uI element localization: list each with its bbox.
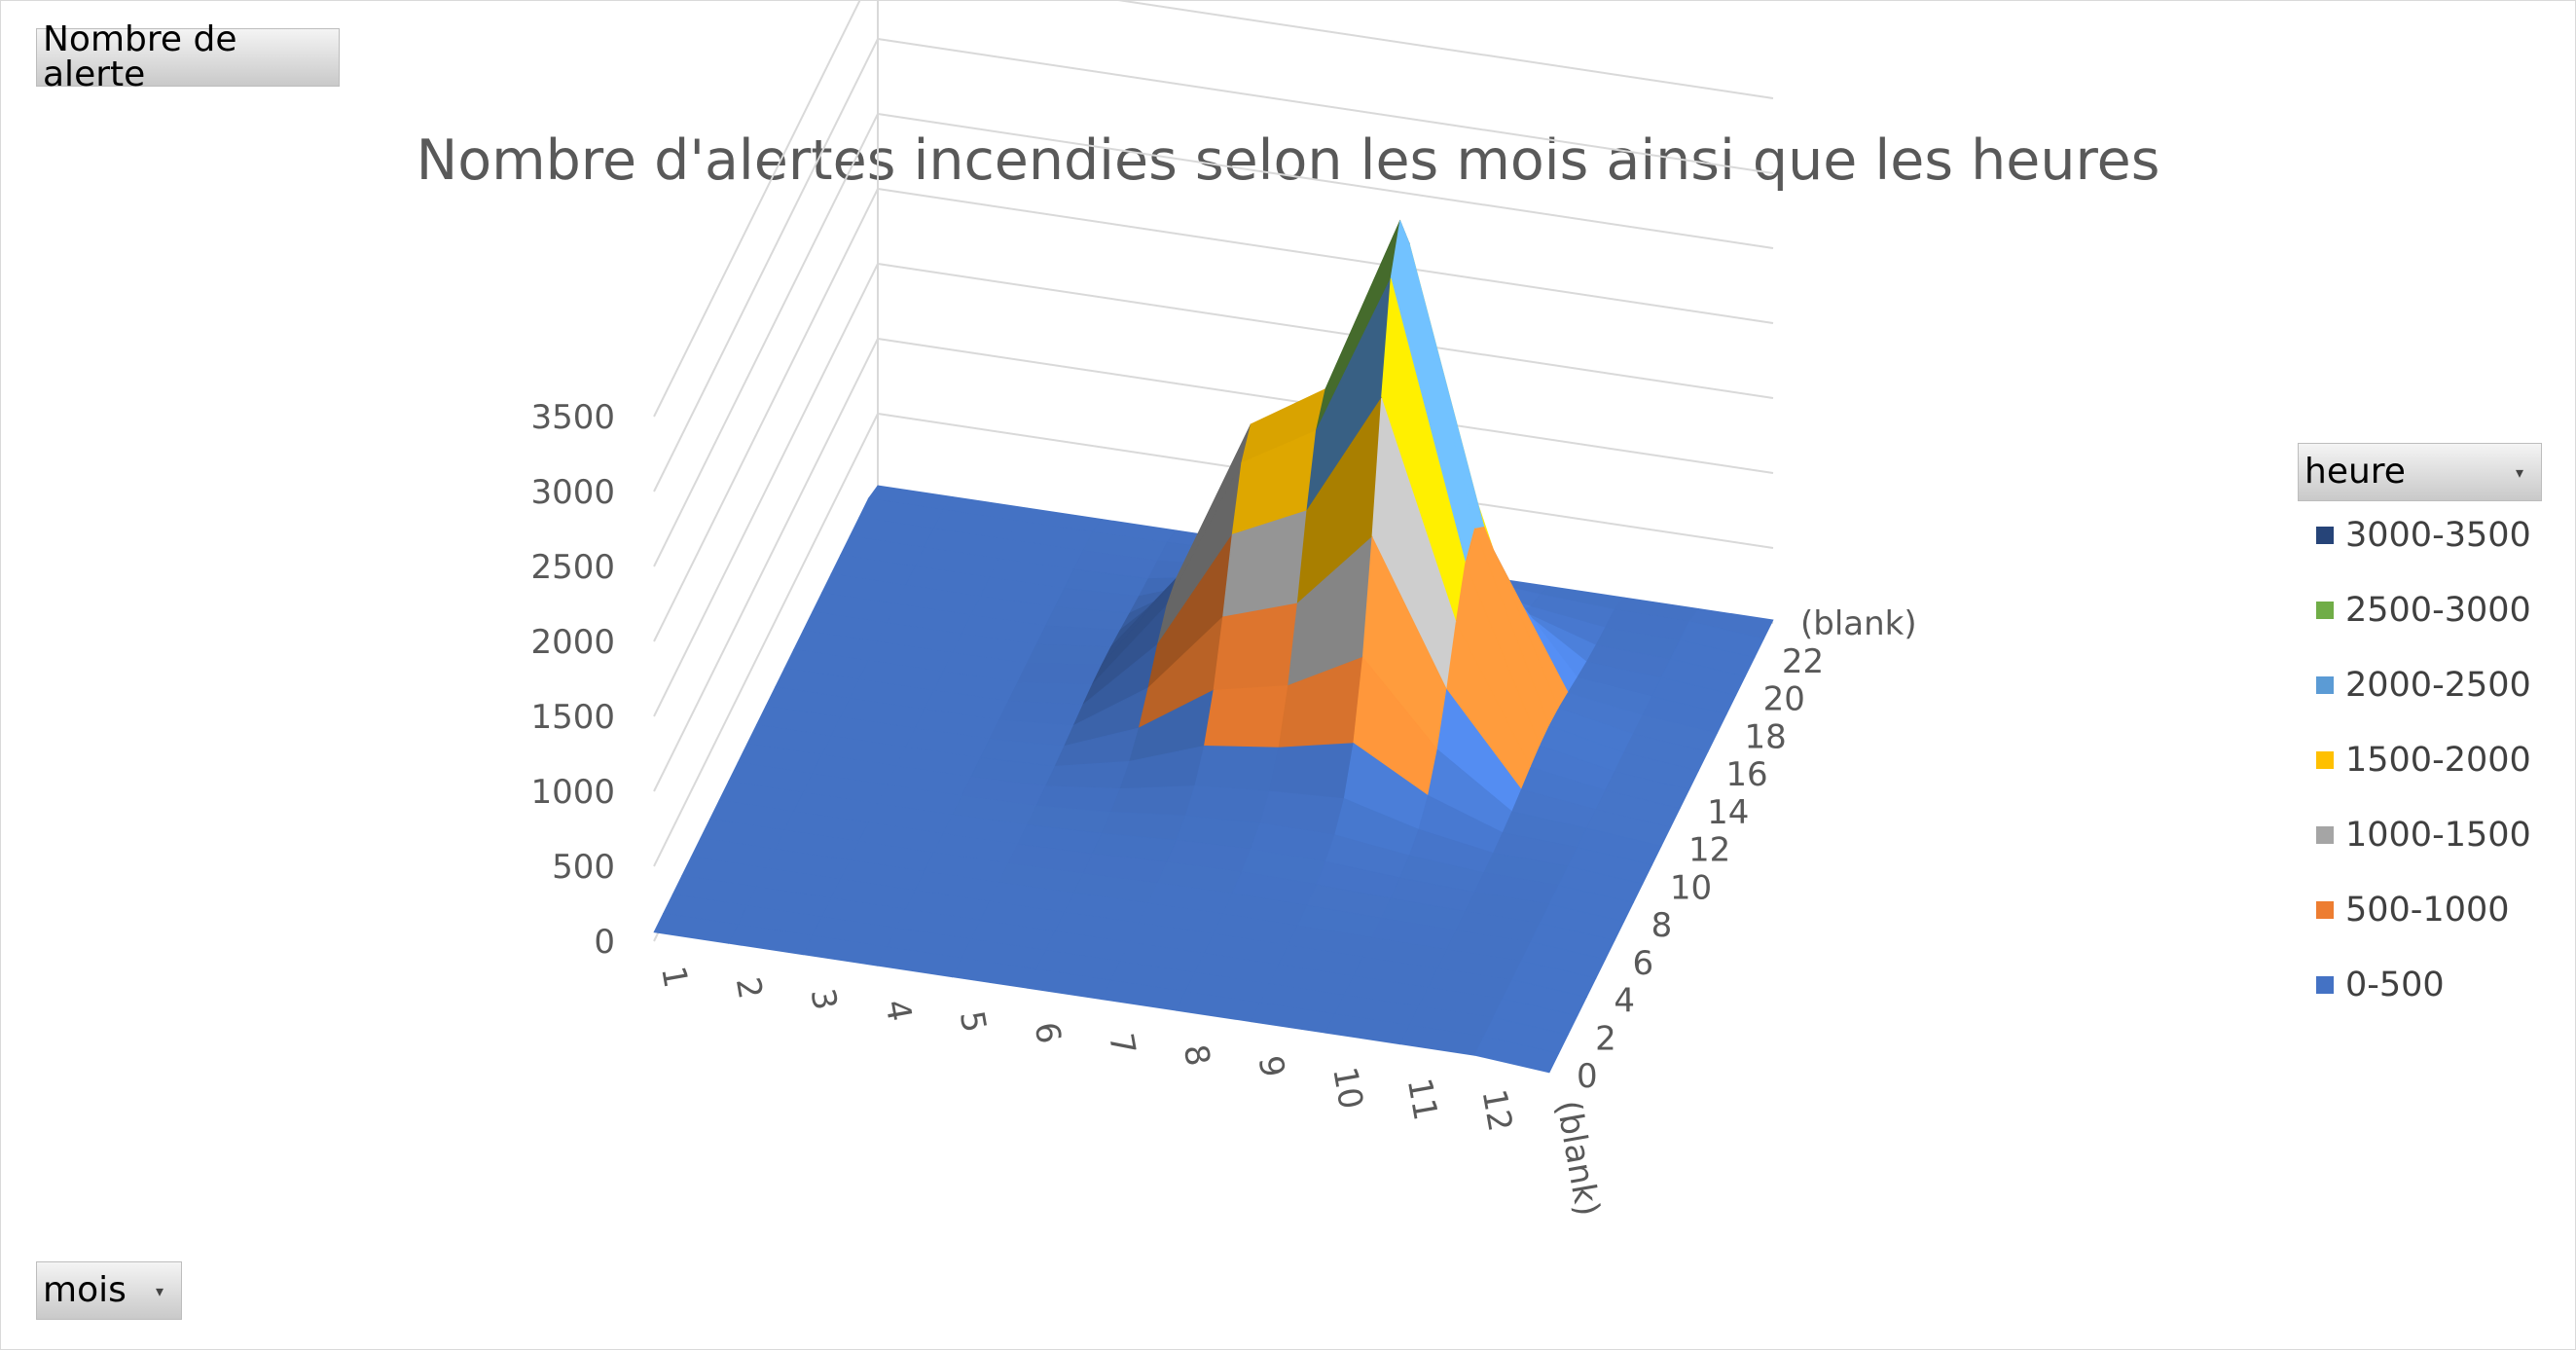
heure-tick-label: 6	[1633, 944, 1654, 983]
surface-facet	[1017, 663, 1103, 685]
legend-swatch	[2316, 676, 2334, 694]
surface-facet	[1194, 746, 1280, 792]
mois-tick-label: 7	[1101, 1031, 1143, 1058]
surface-facet	[1035, 625, 1121, 648]
z-tick-label: 3500	[530, 398, 615, 437]
mois-tick-label: 5	[952, 1008, 994, 1036]
mois-tick-label: 3	[802, 986, 844, 1013]
heure-field-button[interactable]: heure ▾	[2298, 443, 2542, 501]
heure-tick-label: 0	[1577, 1057, 1598, 1096]
heure-tick-label: 18	[1745, 717, 1787, 756]
mois-field-button[interactable]: mois ▾	[36, 1261, 182, 1320]
mois-tick-label: 1	[653, 964, 695, 991]
surface-facet	[1110, 784, 1196, 817]
mois-tick-label: 2	[728, 974, 770, 1002]
legend-item: 3000-3500	[2316, 516, 2531, 555]
legend-label: 2000-2500	[2345, 666, 2531, 705]
legend-label: 1500-2000	[2345, 741, 2531, 780]
legend-item: 1000-1500	[2316, 816, 2531, 855]
mois-tick-label: 11	[1399, 1076, 1445, 1124]
chart-title: Nombre d'alertes incendies selon les moi…	[416, 128, 2160, 193]
legend-item: 1500-2000	[2316, 741, 2531, 780]
z-tick-label: 500	[552, 848, 615, 887]
z-tick-label: 1000	[530, 773, 615, 812]
z-tick-label: 2000	[530, 623, 615, 662]
z-tick-label: 2500	[530, 548, 615, 587]
surface-facet	[1026, 643, 1112, 666]
z-axis-ticks: 0 500 1000 1500 2000 2500 3000 3500	[530, 398, 615, 962]
z-tick-label: 0	[594, 923, 615, 962]
legend-swatch	[2316, 901, 2334, 919]
heure-tick-label: 4	[1614, 982, 1635, 1021]
legend-item: 0-500	[2316, 966, 2445, 1004]
values-field-label: Nombre de alerte	[43, 19, 237, 94]
legend-swatch	[2316, 602, 2334, 619]
legend-swatch	[2316, 527, 2334, 544]
legend-label: 2500-3000	[2345, 591, 2531, 630]
legend-swatch	[2316, 976, 2334, 994]
heure-tick-label: 20	[1763, 680, 1805, 719]
mois-tick-label: 8	[1176, 1041, 1217, 1069]
dropdown-arrow-icon: ▾	[2515, 463, 2523, 482]
legend-item: 2500-3000	[2316, 591, 2531, 630]
legend-label: 500-1000	[2345, 891, 2510, 930]
legend-swatch	[2316, 751, 2334, 769]
heure-tick-label: (blank)	[1800, 604, 1917, 643]
surface-facet	[1269, 743, 1355, 800]
surface-facet	[1213, 602, 1298, 691]
heure-tick-label: 12	[1688, 831, 1730, 870]
gridline	[653, 37, 1774, 493]
heure-tick-label: 16	[1725, 755, 1767, 794]
heure-tick-label: 14	[1707, 793, 1749, 832]
legend-item: 500-1000	[2316, 891, 2510, 930]
heure-tick-label: 10	[1670, 868, 1712, 907]
values-field-button[interactable]: Nombre de alerte	[36, 22, 340, 92]
mois-tick-label: 4	[877, 997, 919, 1024]
mois-tick-label: (blank)	[1548, 1098, 1607, 1220]
legend-label: 1000-1500	[2345, 816, 2531, 855]
gridline	[653, 112, 1774, 567]
legend-label: 3000-3500	[2345, 516, 2531, 555]
surface-facet	[1203, 684, 1289, 748]
z-tick-label: 3000	[530, 473, 615, 512]
heure-tick-label: 22	[1782, 642, 1824, 681]
surface-facet	[1473, 1036, 1560, 1074]
mois-tick-label: 9	[1250, 1053, 1291, 1080]
heure-tick-label: 2	[1595, 1019, 1616, 1058]
heure-field-label: heure	[2304, 452, 2406, 492]
gridline	[653, 0, 1774, 418]
legend-swatch	[2316, 826, 2334, 844]
mois-tick-label: 6	[1026, 1019, 1068, 1046]
z-tick-label: 1500	[530, 698, 615, 737]
legend-label: 0-500	[2345, 966, 2445, 1004]
mois-field-label: mois	[43, 1270, 127, 1310]
surface-mesh	[653, 219, 1774, 1074]
mois-tick-label: 10	[1324, 1064, 1370, 1113]
legend-item: 2000-2500	[2316, 666, 2531, 705]
heure-tick-label: 8	[1651, 906, 1673, 945]
mois-tick-label: 12	[1473, 1086, 1519, 1135]
dropdown-arrow-icon: ▾	[155, 1282, 163, 1300]
